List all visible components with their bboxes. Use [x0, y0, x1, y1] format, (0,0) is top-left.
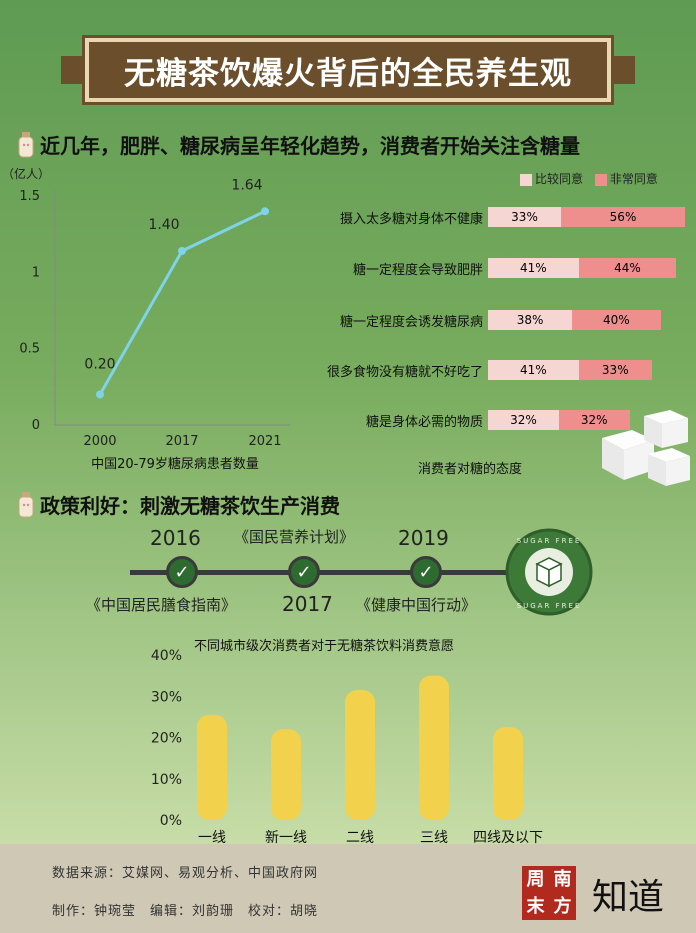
section2-title: 政策利好：刺激无糖茶饮生产消费 — [40, 494, 340, 518]
attitude-row-label: 很多食物没有糖就不好吃了 — [326, 365, 483, 380]
bar-strongly-agree: 56% — [561, 207, 685, 227]
check-icon: ✓ — [410, 556, 442, 588]
line-x-tick: 2000 — [83, 434, 116, 449]
section1-heading: 近几年，肥胖、糖尿病呈年轻化趋势，消费者开始关注含糖量 — [18, 130, 580, 159]
policy-doc-diet-guide: 《中国居民膳食指南》 — [86, 596, 237, 614]
attitude-caption: 消费者对糖的态度 — [418, 462, 523, 477]
city-bar — [419, 675, 449, 820]
check-icon: ✓ — [166, 556, 198, 588]
line-data-label: 1.40 — [148, 217, 179, 233]
city-x-label: 新一线 — [265, 830, 307, 846]
policy-doc-health-china: 《健康中国行动》 — [356, 596, 477, 614]
badge-text-bottom: SUGAR FREE — [517, 602, 582, 610]
attitude-row-bars: 41% 33% — [488, 360, 685, 380]
attitude-legend: 比较同意 非常同意 — [520, 170, 658, 187]
city-y-tick: 40% — [151, 648, 182, 664]
line-y-label: （亿人） — [2, 166, 50, 181]
bar-somewhat-agree: 32% — [488, 410, 559, 430]
city-x-label: 四线及以下 — [473, 830, 543, 846]
legend-swatch-light — [520, 173, 532, 186]
attitude-row-label: 摄入太多糖对身体不健康 — [339, 212, 483, 227]
city-y-tick: 20% — [151, 731, 182, 747]
attitude-row-bars: 32% 32% — [488, 410, 685, 430]
policy-doc-nutrition-plan: 《国民营养计划》 — [234, 528, 355, 546]
line-caption: 中国20-79岁糖尿病患者数量 — [91, 456, 259, 472]
city-y-tick: 0% — [160, 813, 182, 829]
city-bar — [493, 727, 523, 820]
line-y-tick: 1 — [32, 265, 40, 280]
sugar-jar-icon — [18, 491, 34, 518]
attitude-row-bars: 33% 56% — [488, 207, 685, 227]
policy-timeline — [130, 570, 550, 575]
bar-somewhat-agree: 33% — [488, 207, 562, 227]
city-x-label: 一线 — [198, 830, 226, 846]
line-point — [96, 390, 104, 399]
city-y-tick: 30% — [151, 689, 182, 705]
bar-strongly-agree: 40% — [572, 310, 661, 330]
check-icon: ✓ — [288, 556, 320, 588]
city-bar — [345, 690, 375, 820]
policy-year-2017: 2017 — [282, 592, 333, 616]
badge-text-top: SUGAR FREE — [517, 537, 582, 545]
bar-somewhat-agree: 41% — [488, 258, 579, 278]
sugar-free-badge-icon: SUGAR FREE SUGAR FREE — [505, 528, 593, 616]
zhidao-logo: 知道 — [592, 877, 665, 918]
footer — [0, 844, 696, 933]
legend-swatch-dark — [594, 173, 607, 186]
diabetes-line-chart: （亿人） 00.511.5 2000 2017 2021 0.201.401.64 … — [2, 166, 290, 472]
city-bar — [197, 714, 227, 820]
bar-somewhat-agree: 38% — [488, 310, 573, 330]
line-data-label: 1.64 — [231, 177, 262, 193]
section1-title: 近几年，肥胖、糖尿病呈年轻化趋势，消费者开始关注含糖量 — [40, 134, 580, 158]
attitude-row-label: 糖一定程度会诱发糖尿病 — [339, 315, 483, 330]
attitude-row-label: 糖是身体必需的物质 — [365, 415, 483, 430]
attitude-row-label: 糖一定程度会导致肥胖 — [352, 263, 483, 278]
page-title: 无糖茶饮爆火背后的全民养生观 — [124, 55, 572, 92]
section2-heading: 政策利好：刺激无糖茶饮生产消费 — [18, 490, 340, 519]
title-banner: 无糖茶饮爆火背后的全民养生观 — [61, 35, 635, 105]
line-point — [178, 246, 186, 255]
footer-source: 数据来源：艾媒网、易观分析、中国政府网 — [52, 866, 319, 881]
sugar-jar-icon — [18, 131, 34, 158]
line-y-tick: 0.5 — [19, 342, 40, 357]
policy-year-2019: 2019 — [398, 526, 449, 550]
bar-somewhat-agree: 41% — [488, 360, 579, 380]
line-data-label: 0.20 — [84, 356, 115, 372]
attitude-row-bars: 38% 40% — [488, 310, 685, 330]
city-y-tick: 10% — [151, 772, 182, 788]
city-chart-title: 不同城市级次消费者对于无糖茶饮料消费意愿 — [194, 638, 454, 654]
bar-strongly-agree: 32% — [558, 410, 630, 430]
policy-year-2016: 2016 — [150, 526, 201, 550]
city-bar — [271, 729, 301, 820]
line-y-tick: 0 — [32, 418, 40, 433]
legend-label-2: 非常同意 — [609, 172, 658, 186]
city-x-label: 二线 — [346, 830, 374, 846]
city-x-label: 三线 — [420, 830, 448, 846]
bar-strongly-agree: 33% — [578, 360, 652, 380]
line-y-tick: 1.5 — [19, 189, 40, 204]
footer-credits: 制作：钟琬莹 编辑：刘韵珊 校对：胡晓 — [52, 904, 319, 919]
line-x-tick: 2021 — [248, 434, 281, 449]
line-point — [261, 207, 269, 216]
city-bar-chart: 不同城市级次消费者对于无糖茶饮料消费意愿 0% 10% 20% 30% 40% 一线 新一… — [151, 638, 543, 846]
line-x-tick: 2017 — [165, 434, 198, 449]
attitude-row-bars: 41% 44% — [488, 258, 685, 278]
legend-label-1: 比较同意 — [535, 172, 584, 186]
sugar-cubes-icon — [602, 410, 690, 486]
line-series-diabetes — [98, 209, 266, 396]
publisher-stamp-logo: 周 南 末 方 — [522, 866, 576, 920]
bar-strongly-agree: 44% — [578, 258, 677, 278]
